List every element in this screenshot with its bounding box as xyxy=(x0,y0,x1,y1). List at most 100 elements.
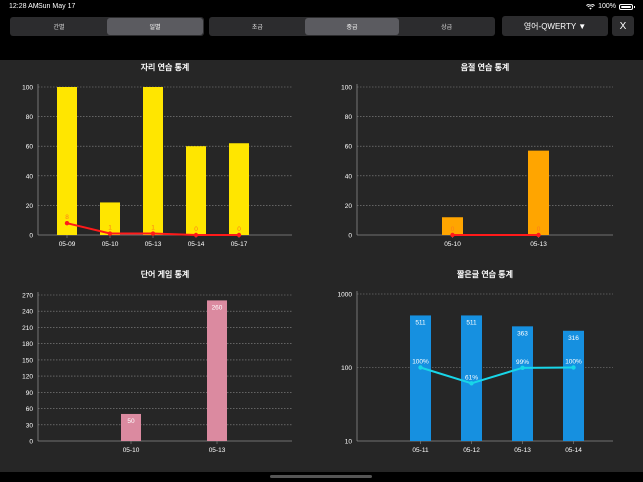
close-button[interactable]: X xyxy=(612,16,634,36)
chart-4-ytick: 1000 xyxy=(338,292,353,299)
chart-1-bar xyxy=(186,146,206,235)
level-option-intermediate[interactable]: 중급 xyxy=(304,18,400,35)
chart-4-bar-label: 511 xyxy=(466,319,477,326)
period-segmented-control: 간별 일별 xyxy=(10,17,204,36)
chart-4-xtick: 05-12 xyxy=(463,447,480,454)
chart-2-bar xyxy=(442,217,463,235)
chart-1-ytick: 40 xyxy=(26,173,34,180)
chart-2-ytick: 80 xyxy=(345,114,353,121)
chart-3-ytick: 30 xyxy=(26,422,34,429)
chart-4-bar xyxy=(410,315,431,441)
wifi-icon xyxy=(586,3,595,10)
chart-1-ytick: 60 xyxy=(26,144,34,151)
chart-1-xtick: 05-13 xyxy=(145,241,162,248)
chart-4-line-point xyxy=(469,381,474,386)
chart-1-bar xyxy=(100,202,120,235)
chart-3-title: 단어 게임 통계 xyxy=(141,269,190,279)
chart-4-bar-label: 316 xyxy=(568,335,579,342)
chart-1-ytick: 100 xyxy=(22,85,33,92)
chart-1-line-label: 8 xyxy=(65,214,69,221)
level-segmented-control: 초급 중급 상급 xyxy=(209,17,495,36)
chart-4-line-label: 100% xyxy=(412,359,429,366)
chart-1-line-label: 1 xyxy=(108,225,112,232)
chart-1-line-label: 1 xyxy=(151,225,155,232)
chart-1-line-label: 0 xyxy=(194,226,198,233)
chart-4-bar xyxy=(563,330,584,441)
chart-1-line-point xyxy=(150,231,156,236)
chart-3-xtick: 05-10 xyxy=(123,447,140,454)
chart-2-title: 음절 연습 통계 xyxy=(461,62,510,72)
status-date: Sun May 17 xyxy=(38,3,76,10)
chart-3-xtick: 05-13 xyxy=(209,447,226,454)
chart-1-line-point xyxy=(107,231,113,236)
chart-4-title: 짧은글 연습 통계 xyxy=(457,269,513,279)
chart-3-bar-label: 260 xyxy=(212,304,223,311)
chart-1-title: 자리 연습 통계 xyxy=(141,62,190,72)
chart-2-line-label: 0 xyxy=(451,226,455,233)
chart-1-xtick: 05-10 xyxy=(102,241,119,248)
period-option-daily[interactable]: 일별 xyxy=(107,18,203,35)
chart-4-line-point xyxy=(571,365,576,370)
chart-2-ytick: 100 xyxy=(341,85,352,92)
chart-4-line-point xyxy=(418,365,423,370)
chart-4-xtick: 05-11 xyxy=(412,447,429,454)
chart-1-bar xyxy=(229,143,249,235)
chart-3-ytick: 210 xyxy=(22,325,33,332)
chart-2-line-label: 0 xyxy=(537,226,541,233)
chart-1-line-label: 0 xyxy=(237,226,241,233)
chart-4-bar-label: 363 xyxy=(517,330,528,337)
chart-4-ytick: 10 xyxy=(345,439,353,446)
status-right: 100% xyxy=(586,3,635,10)
chart-2-xtick: 05-10 xyxy=(444,241,461,248)
chart-2-ytick: 40 xyxy=(345,173,353,180)
charts-area: 자리 연습 통계 0 20 40 60 80 100 05-09 05-10 05-13 05-14… xyxy=(0,60,643,472)
chart-1-ytick: 80 xyxy=(26,114,34,121)
chart-1-ytick: 0 xyxy=(29,233,33,240)
chart-3-ytick: 120 xyxy=(22,374,33,381)
chart-4-xtick: 05-13 xyxy=(514,447,531,454)
chart-1-bar xyxy=(143,87,163,235)
chart-2-xtick: 05-13 xyxy=(530,241,547,248)
chart-3-bar-label: 50 xyxy=(127,418,135,425)
level-option-advanced[interactable]: 상급 xyxy=(441,25,453,31)
chart-3-ytick: 150 xyxy=(22,357,33,364)
period-option-interval[interactable]: 간별 xyxy=(53,25,65,31)
chart-4-line-label: 100% xyxy=(565,359,582,366)
chart-4-line-label: 99% xyxy=(516,359,529,366)
chart-3-ytick: 60 xyxy=(26,406,34,413)
chart-2-line-point xyxy=(536,232,541,238)
chart-1-ytick: 20 xyxy=(26,203,34,210)
chart-1-line-point xyxy=(193,232,199,238)
chart-3-bar xyxy=(121,413,141,441)
chart-2-ytick: 60 xyxy=(345,144,353,151)
battery-percent: 100% xyxy=(598,3,616,10)
status-bar: 12:28 AM Sun May 17 100% xyxy=(0,0,643,14)
chart-4-line-label: 61% xyxy=(465,374,478,381)
chart-1-line-point xyxy=(236,232,242,238)
chart-4-ytick: 100 xyxy=(341,365,352,372)
chart-3-ytick: 270 xyxy=(22,293,33,300)
chart-4-line-series xyxy=(420,366,574,385)
status-time: 12:28 AM xyxy=(9,3,39,10)
chart-3-ytick: 90 xyxy=(26,390,34,397)
chart-3-ytick: 180 xyxy=(22,341,33,348)
chart-4-xtick: 05-14 xyxy=(565,447,582,454)
chart-3-ytick: 240 xyxy=(22,309,33,316)
chart-2-line-point xyxy=(450,232,455,238)
chart-2-ytick: 20 xyxy=(345,203,353,210)
keyboard-layout-dropdown[interactable]: 영어-QWERTY ▼ xyxy=(502,16,608,36)
home-indicator xyxy=(270,475,372,478)
chart-1-xtick: 05-14 xyxy=(188,241,205,248)
chart-1-xtick: 05-09 xyxy=(59,241,76,248)
chart-3-bar xyxy=(207,300,227,441)
battery-icon xyxy=(619,3,635,10)
chart-4-bar xyxy=(512,326,533,441)
chart-4-bar-label: 511 xyxy=(415,319,426,326)
chart-4-line-point xyxy=(520,365,525,371)
chart-2-ytick: 0 xyxy=(348,233,352,240)
chart-4-bar xyxy=(461,315,482,441)
level-option-beginner[interactable]: 초급 xyxy=(251,25,263,31)
chart-1-bar xyxy=(57,87,77,235)
chart-3-ytick: 0 xyxy=(29,439,33,446)
